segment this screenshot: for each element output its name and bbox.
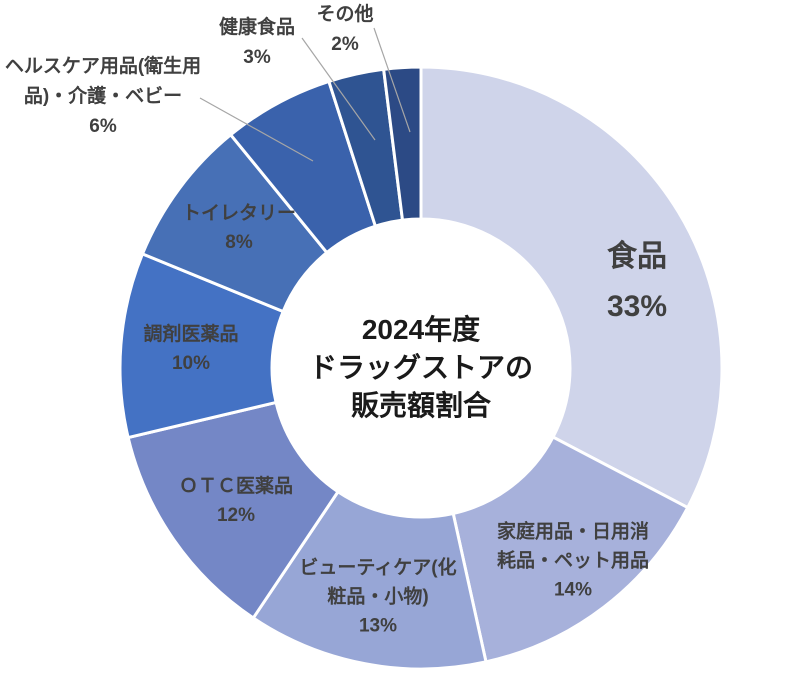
data-label-toiletries: トイレタリー 8% bbox=[181, 203, 297, 253]
data-label-healthcare-nursing-baby: ヘルスケア用品(衛生用 品)・介護・ベビー 6% bbox=[4, 56, 202, 137]
slice-household-daily-pet bbox=[451, 435, 690, 664]
leader-line-healthcare-nursing-baby bbox=[199, 97, 314, 162]
chart-title-line-3: 販売額割合 bbox=[350, 390, 492, 421]
data-label-beauty-care: ビューティケア(化 粧品・小物) 13% bbox=[299, 557, 457, 637]
chart-title-line-2: ドラッグストアの bbox=[308, 352, 534, 383]
chart-title-line-1: 2024年度 bbox=[361, 314, 481, 345]
data-label-prescription-drugs: 調剤医薬品 10% bbox=[143, 324, 239, 374]
leader-line-others bbox=[373, 27, 411, 133]
chart-title: 2024年度 ドラッグストアの 販売額割合 bbox=[309, 311, 533, 425]
data-label-food: 食品 33% bbox=[606, 240, 668, 323]
slice-food bbox=[419, 65, 724, 510]
data-label-otc-drugs: ＯＴＣ医薬品 12% bbox=[178, 476, 294, 526]
data-label-others: その他 2% bbox=[316, 4, 374, 55]
slice-others bbox=[382, 65, 423, 222]
leader-line-health-food bbox=[301, 37, 376, 141]
slice-otc-drugs bbox=[126, 400, 340, 620]
slice-beauty-care bbox=[251, 490, 488, 671]
data-label-health-food: 健康食品 3% bbox=[218, 17, 296, 68]
data-label-household-daily-pet: 家庭用品・日用消 耗品・ペット用品 14% bbox=[496, 521, 650, 601]
